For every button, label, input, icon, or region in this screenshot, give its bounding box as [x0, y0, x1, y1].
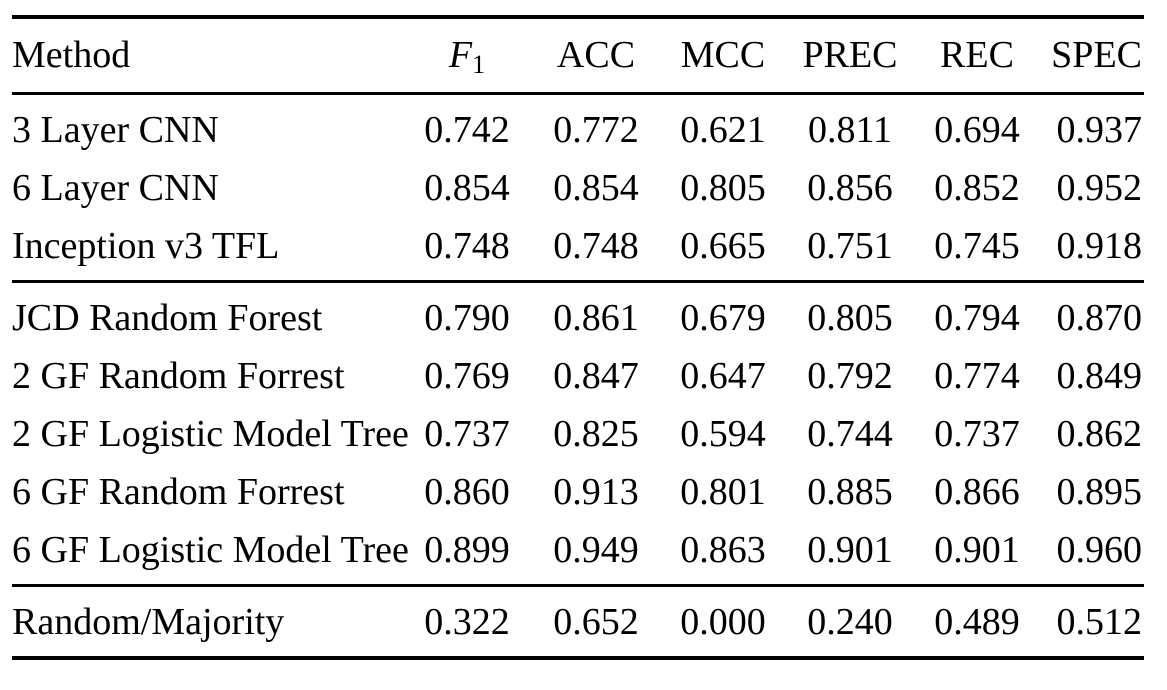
- metric-cell: 0.694: [934, 109, 1020, 151]
- metric-cell: 0.621: [680, 109, 766, 151]
- metric-cell: 0.805: [807, 297, 893, 339]
- metric-cell: 0.852: [934, 167, 1020, 209]
- metric-cell: 0.594: [680, 413, 766, 455]
- f1-symbol: F: [448, 34, 473, 76]
- metric-cell: 0.679: [680, 297, 766, 339]
- metric-cell: 0.665: [680, 225, 766, 267]
- metric-cell: 0.866: [934, 471, 1020, 513]
- metric-cell: 0.862: [1056, 413, 1143, 455]
- metric-cell: 0.748: [553, 225, 639, 267]
- metric-cell: 0.774: [934, 355, 1020, 397]
- metric-cell: 0.952: [1056, 167, 1143, 209]
- metric-cell: 0.825: [553, 413, 639, 455]
- col-header-spec: SPEC: [1051, 34, 1142, 76]
- metric-cell: 0.805: [680, 167, 766, 209]
- metric-cell: 0.937: [1056, 109, 1143, 151]
- metric-cell: 0.849: [1056, 355, 1143, 397]
- table-row: Inception v3 TFL 0.748 0.748 0.665 0.751…: [12, 217, 1144, 282]
- table-row: JCD Random Forest 0.790 0.861 0.679 0.80…: [12, 282, 1144, 348]
- metric-cell: 0.811: [807, 109, 893, 151]
- metric-cell: 0.913: [553, 471, 639, 513]
- metric-cell: 0.751: [807, 225, 893, 267]
- metric-cell: 0.769: [424, 355, 510, 397]
- table-header-row: Method F1 ACC MCC PREC REC SPEC: [12, 17, 1144, 94]
- metric-cell: 0.870: [1056, 297, 1143, 339]
- metric-cell: 0.861: [553, 297, 639, 339]
- section-baseline: Random/Majority 0.322 0.652 0.000 0.240 …: [12, 585, 1144, 659]
- metric-cell: 0.742: [424, 109, 510, 151]
- method-cell: Random/Majority: [12, 601, 285, 643]
- table-row: 3 Layer CNN 0.742 0.772 0.621 0.811 0.69…: [12, 94, 1144, 160]
- method-cell: JCD Random Forest: [12, 297, 323, 339]
- col-header-f1: F1: [402, 17, 532, 94]
- metric-cell: 0.918: [1056, 225, 1143, 267]
- metric-cell: 0.489: [934, 601, 1020, 643]
- metric-cell: 0.748: [424, 225, 510, 267]
- table-row: 6 GF Random Forrest 0.860 0.913 0.801 0.…: [12, 463, 1144, 521]
- metric-cell: 0.895: [1056, 471, 1143, 513]
- method-cell: 6 GF Random Forrest: [12, 471, 345, 513]
- metric-cell: 0.737: [424, 413, 510, 455]
- metric-cell: 0.512: [1056, 601, 1143, 643]
- metric-cell: 0.790: [424, 297, 510, 339]
- col-header-prec: PREC: [802, 34, 898, 76]
- table-row: 6 Layer CNN 0.854 0.854 0.805 0.856 0.85…: [12, 159, 1144, 217]
- method-cell: 2 GF Random Forrest: [12, 355, 345, 397]
- metric-cell: 0.801: [680, 471, 766, 513]
- metric-cell: 0.792: [807, 355, 893, 397]
- method-cell: 6 GF Logistic Model Tree: [12, 529, 409, 571]
- method-cell: Inception v3 TFL: [12, 225, 280, 267]
- table-row: 2 GF Random Forrest 0.769 0.847 0.647 0.…: [12, 347, 1144, 405]
- metric-cell: 0.794: [934, 297, 1020, 339]
- table-row: 6 GF Logistic Model Tree 0.899 0.949 0.8…: [12, 521, 1144, 586]
- metric-cell: 0.745: [934, 225, 1020, 267]
- metric-cell: 0.885: [807, 471, 893, 513]
- metric-cell: 0.854: [553, 167, 639, 209]
- metric-cell: 0.863: [680, 529, 766, 571]
- col-header-acc: ACC: [556, 34, 636, 76]
- metric-cell: 0.737: [934, 413, 1020, 455]
- section-neural-networks: 3 Layer CNN 0.742 0.772 0.621 0.811 0.69…: [12, 93, 1144, 282]
- metrics-results-table: Method F1 ACC MCC PREC REC SPEC 3 Layer …: [12, 15, 1144, 660]
- col-header-method: Method: [12, 34, 131, 76]
- metric-cell: 0.949: [553, 529, 639, 571]
- metric-cell: 0.901: [934, 529, 1020, 571]
- method-cell: 2 GF Logistic Model Tree: [12, 413, 409, 455]
- col-header-rec: REC: [940, 34, 1014, 76]
- metric-cell: 0.744: [807, 413, 893, 455]
- metric-cell: 0.901: [807, 529, 893, 571]
- table-row: Random/Majority 0.322 0.652 0.000 0.240 …: [12, 586, 1144, 659]
- metric-cell: 0.647: [680, 355, 766, 397]
- metric-cell: 0.000: [680, 601, 766, 643]
- method-cell: 3 Layer CNN: [12, 109, 219, 151]
- metric-cell: 0.240: [807, 601, 893, 643]
- metric-cell: 0.322: [424, 601, 510, 643]
- method-cell: 6 Layer CNN: [12, 167, 219, 209]
- section-classical-ml: JCD Random Forest 0.790 0.861 0.679 0.80…: [12, 281, 1144, 586]
- metric-cell: 0.847: [553, 355, 639, 397]
- metric-cell: 0.899: [424, 529, 510, 571]
- metric-cell: 0.856: [807, 167, 893, 209]
- col-header-mcc: MCC: [680, 34, 766, 76]
- f1-subscript: 1: [472, 50, 486, 79]
- metric-cell: 0.772: [553, 109, 639, 151]
- table-row: 2 GF Logistic Model Tree 0.737 0.825 0.5…: [12, 405, 1144, 463]
- metric-cell: 0.854: [424, 167, 510, 209]
- metric-cell: 0.960: [1056, 529, 1143, 571]
- metric-cell: 0.652: [553, 601, 639, 643]
- metric-cell: 0.860: [424, 471, 510, 513]
